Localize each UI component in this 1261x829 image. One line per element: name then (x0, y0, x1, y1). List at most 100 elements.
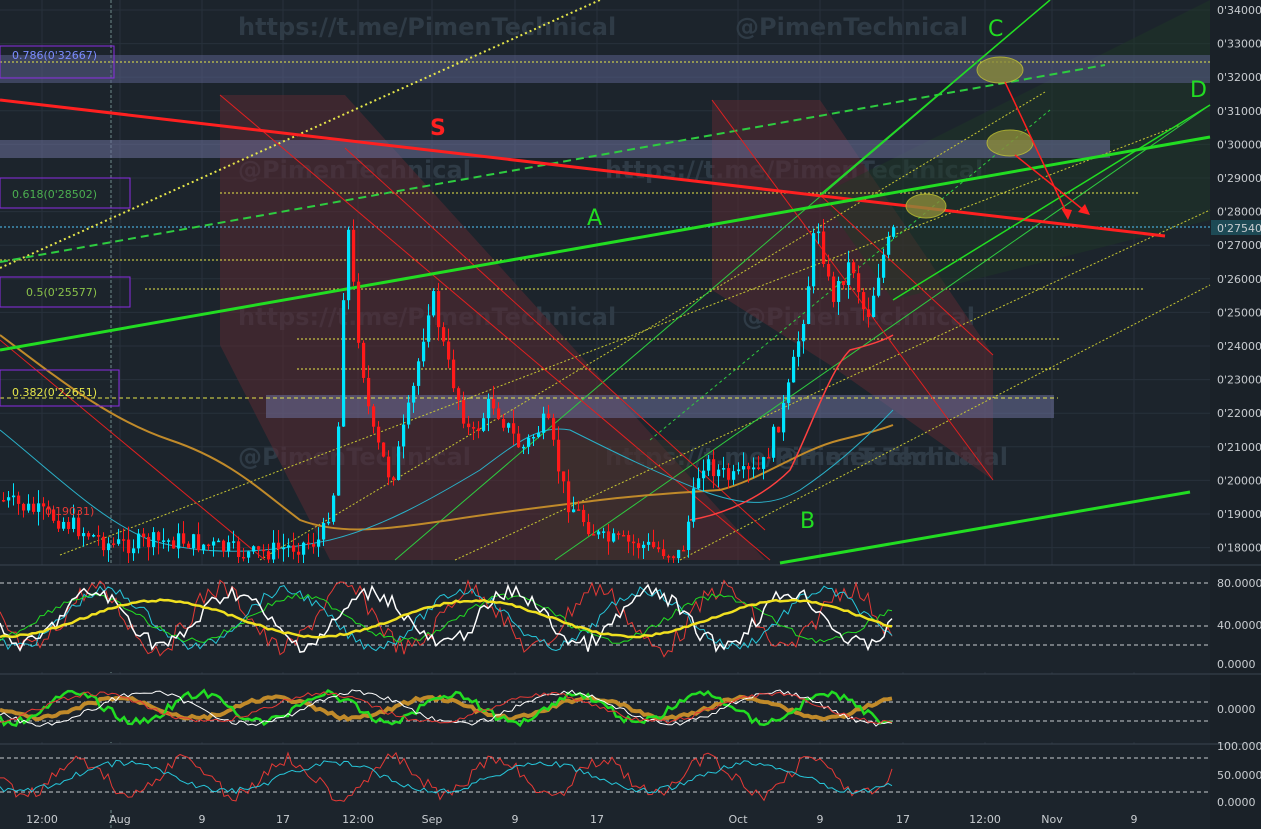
candle-body (102, 536, 106, 551)
candle-body (332, 495, 336, 522)
candle-body (402, 424, 406, 447)
candle-body (512, 423, 516, 434)
target-ellipse-3 (905, 193, 947, 219)
candle-body (567, 481, 571, 513)
candle-body (522, 446, 526, 449)
time-tick-label: 12:00 (342, 813, 374, 826)
candle-body (482, 418, 486, 431)
time-tick-label: Sep (422, 813, 443, 826)
candle-body (422, 341, 426, 362)
fib-labels[interactable]: 0.786(0'32667) 0.618(0'28502) 0.5(0'2557… (0, 45, 131, 518)
candle-body (657, 547, 661, 550)
target-ellipse-2 (986, 129, 1034, 157)
candle-body (547, 413, 551, 419)
candle-body (822, 231, 826, 265)
candle-body (712, 459, 716, 477)
candle-body (652, 541, 656, 548)
candle-body (22, 503, 26, 511)
candle-body (362, 342, 366, 378)
indicator-3-tick-label: 50.0000 (1217, 769, 1261, 782)
candle-body (587, 522, 591, 535)
candle-body (292, 545, 296, 552)
candle-body (227, 542, 231, 552)
candle-body (722, 468, 726, 470)
trendline-c (819, 0, 1051, 196)
price-tick-label: 0'30000 (1217, 138, 1261, 151)
candle-body (647, 541, 651, 545)
candle-body (737, 469, 741, 472)
candle-body (672, 556, 676, 559)
trendline-s (0, 98, 1166, 238)
price-axis: 0'34000 0'33000 0'32000 0'31000 0'30000 0'290… (1217, 4, 1261, 555)
candle-body (527, 437, 531, 447)
candle-body (347, 229, 351, 301)
fib-box-05 (0, 276, 131, 308)
candle-body (262, 549, 266, 552)
price-tick-label: 0'26000 (1217, 273, 1261, 286)
candle-body (122, 539, 126, 541)
trendlines (0, 0, 1211, 565)
candle-body (82, 533, 86, 537)
candle-body (387, 456, 391, 478)
candle-body (372, 406, 376, 427)
price-tick-label: 0'31000 (1217, 105, 1261, 118)
candle-body (832, 276, 836, 302)
candle-body (357, 281, 361, 343)
time-tick-label: 12:00 (969, 813, 1001, 826)
candle-body (552, 418, 556, 440)
candle-body (12, 495, 16, 498)
indicator-3-tick-label: 0.0000 (1217, 796, 1256, 809)
candle-body (477, 428, 481, 431)
fib-label-05: 0.5(0'25577) (26, 286, 97, 299)
candle-body (707, 459, 711, 471)
candle-body (662, 549, 666, 557)
candle-body (622, 535, 626, 537)
candle-body (92, 535, 96, 537)
candle-body (472, 427, 476, 429)
time-tick-label: 9 (512, 813, 519, 826)
candle-body (862, 292, 866, 310)
candle-body (682, 549, 686, 552)
candle-body (847, 262, 851, 285)
candle-body (462, 400, 466, 424)
price-tick-label: 0'23000 (1217, 374, 1261, 387)
candle-body (317, 539, 321, 547)
candle-body (892, 227, 896, 237)
candle-body (502, 418, 506, 428)
candle-body (632, 541, 636, 544)
candle-body (157, 532, 161, 541)
price-tick-label: 0'20000 (1217, 474, 1261, 487)
candle-body (152, 532, 156, 548)
indicator-1-tick-label: 40.0000 (1217, 619, 1261, 632)
indicator-1-tick-label: 80.0000 (1217, 577, 1261, 590)
candle-body (97, 535, 101, 537)
candle-body (817, 231, 821, 234)
time-tick-label: 17 (590, 813, 604, 826)
candle-body (467, 423, 471, 428)
price-tick-label: 0'34000 (1217, 4, 1261, 17)
price-tick-label: 0'18000 (1217, 542, 1261, 555)
price-tick-label: 0'24000 (1217, 340, 1261, 353)
time-tick-label: Nov (1041, 813, 1063, 826)
candle-body (582, 509, 586, 523)
candle-body (457, 388, 461, 401)
candle-body (447, 341, 451, 360)
candle-body (397, 446, 401, 481)
neutral-zone (540, 440, 690, 560)
candle-body (217, 540, 221, 543)
candle-body (267, 551, 271, 560)
candle-body (117, 539, 121, 544)
label-d: D (1190, 78, 1207, 103)
candle-body (37, 503, 41, 512)
time-tick-label: 17 (896, 813, 910, 826)
candle-body (327, 521, 331, 524)
price-tick-label: 0'21000 (1217, 441, 1261, 454)
fib-box-0382 (0, 369, 120, 407)
candle-body (797, 341, 801, 357)
candle-body (637, 543, 641, 549)
indicator-1-panel (0, 565, 1210, 672)
candle-body (7, 497, 11, 501)
candle-body (777, 426, 781, 433)
candle-body (827, 264, 831, 277)
